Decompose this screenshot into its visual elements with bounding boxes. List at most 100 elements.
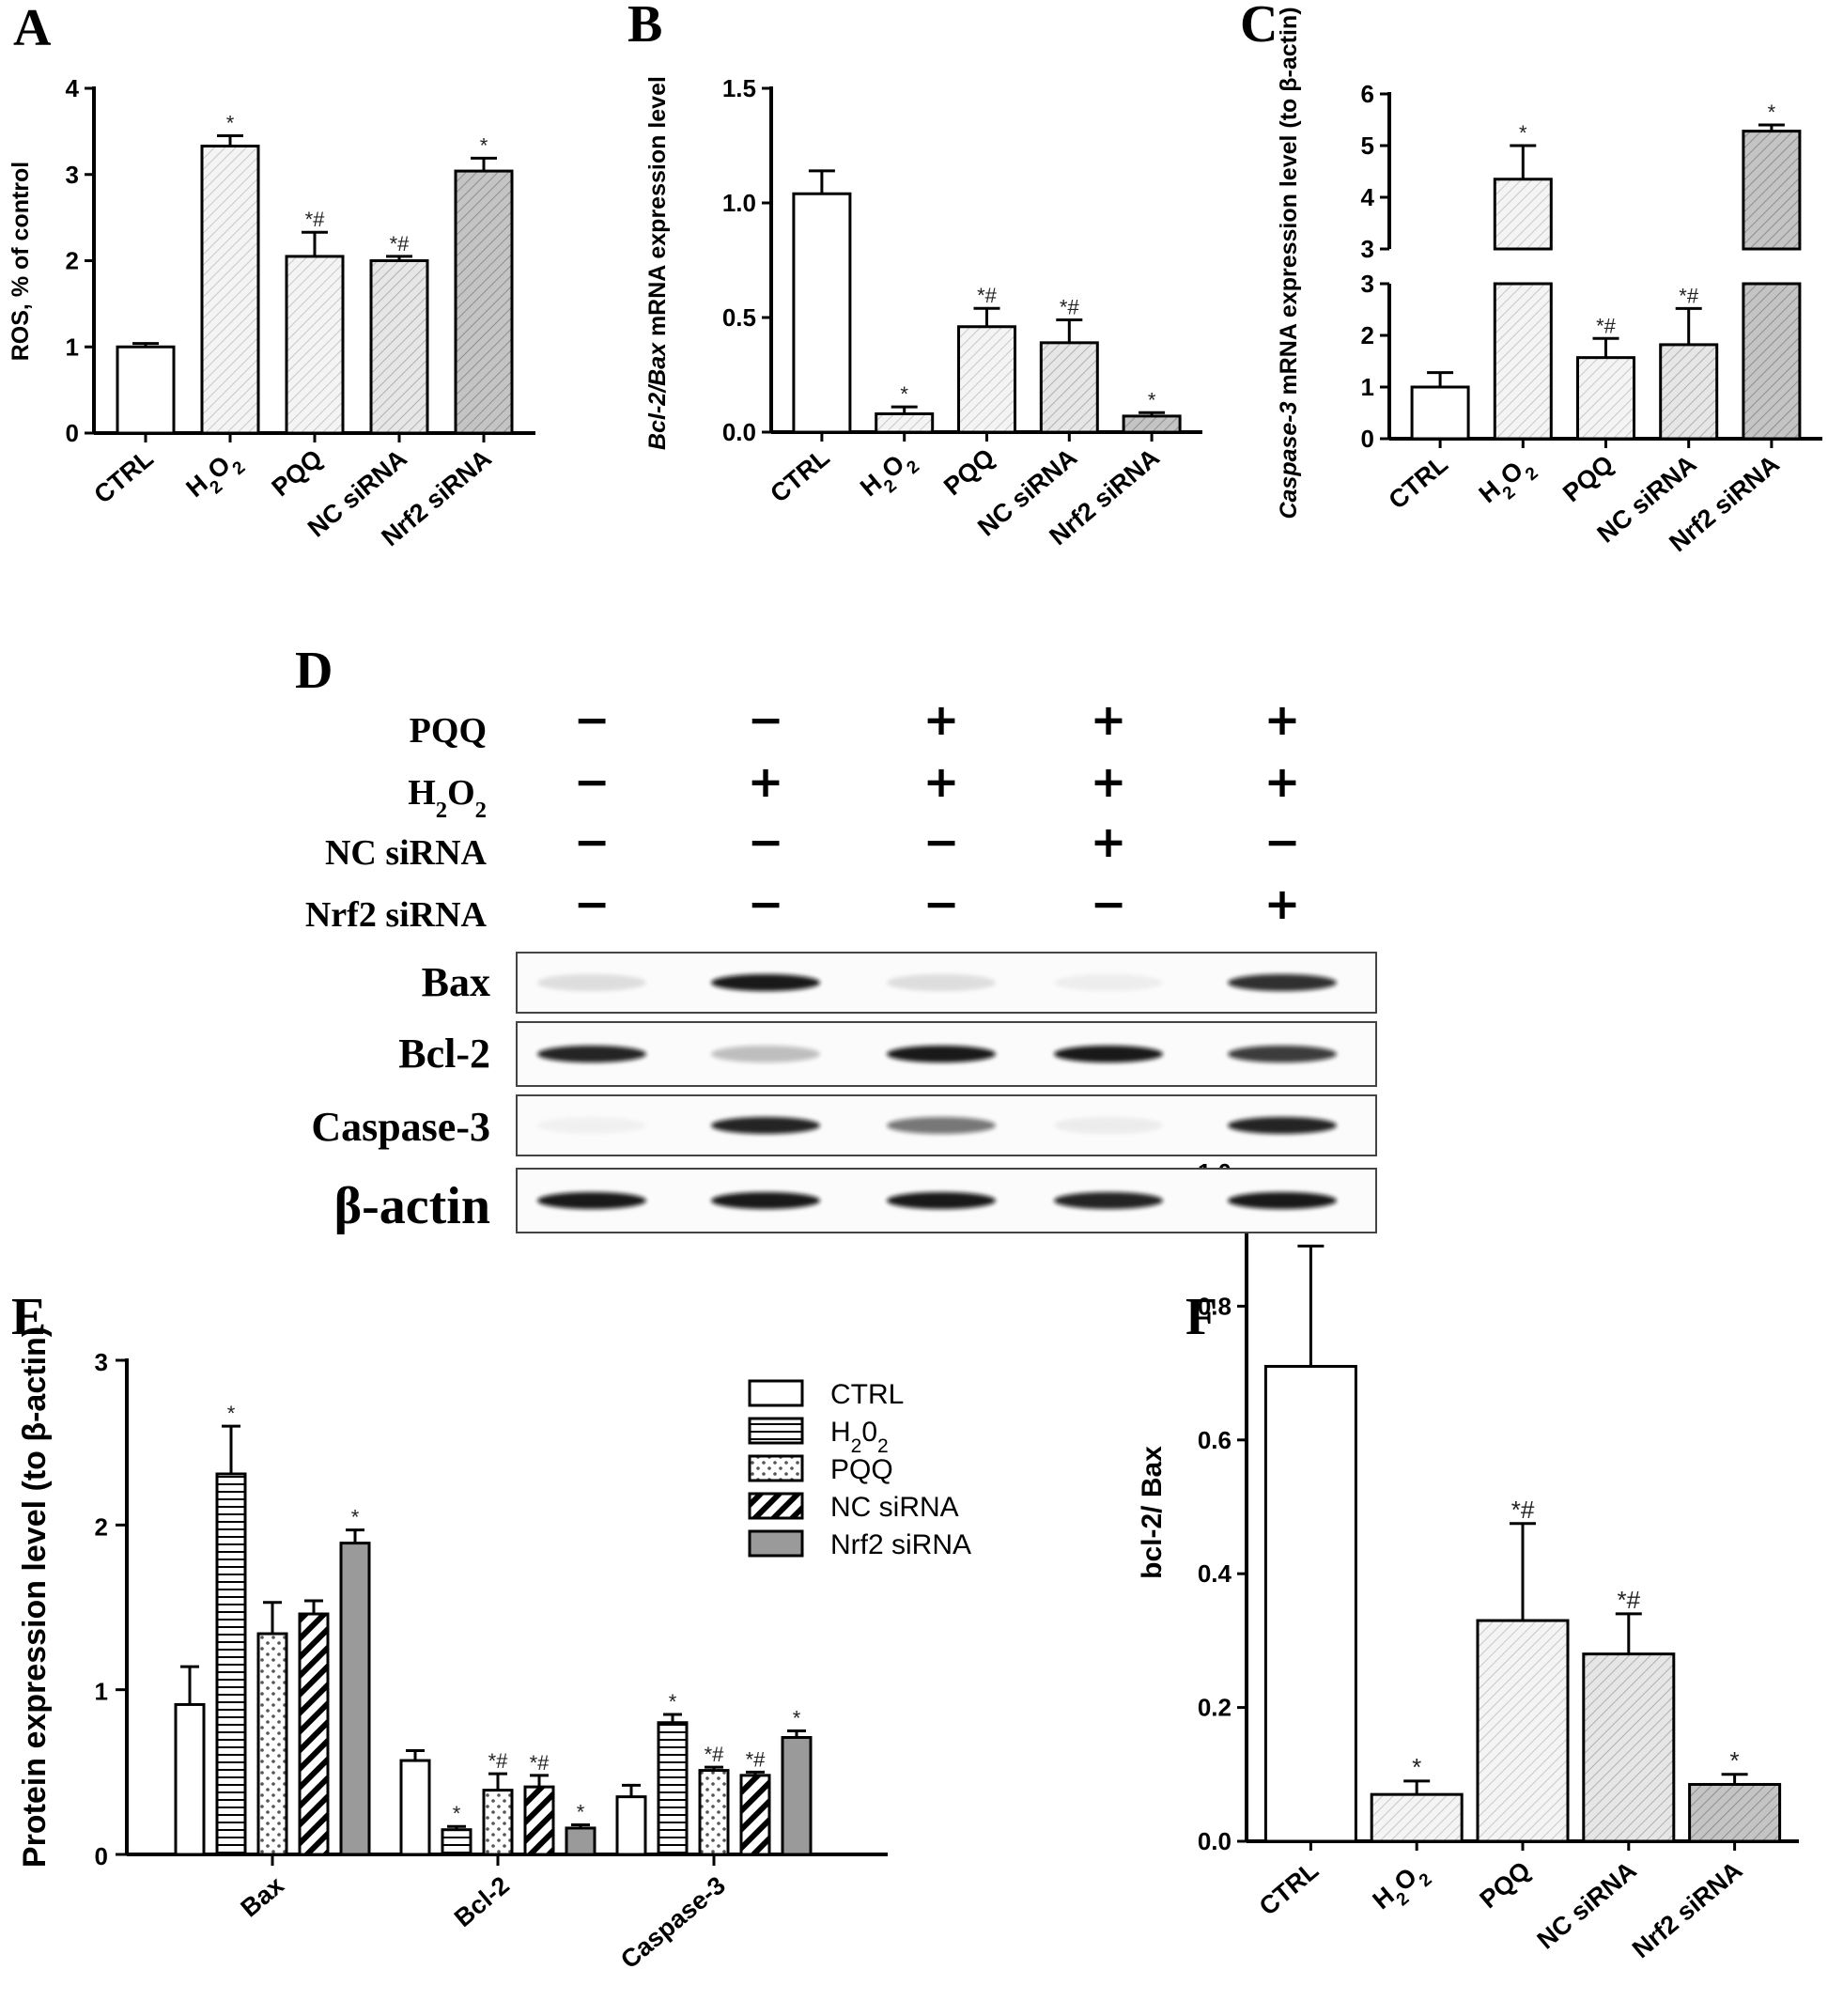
- bar-0: [792, 192, 852, 434]
- y-axis-title-gene: Bcl-2/Bax: [644, 336, 671, 450]
- bar-1-lower: [1493, 282, 1553, 441]
- y-axis-title: Caspase-3 mRNA expression level (to β-ac…: [1276, 7, 1302, 519]
- y-tick-label: 2: [95, 1512, 108, 1541]
- bar-3: [1582, 1652, 1676, 1843]
- significance-mark: *: [480, 133, 488, 157]
- significance-mark: *#: [1060, 295, 1080, 318]
- treatment-label: NC siRNA: [325, 833, 488, 873]
- band-3: [1054, 1192, 1163, 1209]
- minus-sign: −: [574, 816, 611, 867]
- plus-sign: +: [923, 694, 960, 745]
- y-tick-label: 0.6: [1198, 1426, 1232, 1454]
- y-tick-label: 3: [95, 1348, 108, 1376]
- band-0: [537, 1046, 646, 1062]
- panel-letter-d: D: [295, 642, 333, 700]
- legend-swatch: [748, 1492, 804, 1520]
- bar-Bcl-2-H202: [441, 1828, 472, 1856]
- bar-Bcl-2-PQQ: [482, 1789, 514, 1856]
- treatment-label: H2O2: [408, 773, 487, 823]
- bar-Bcl-2-CTRL: [399, 1759, 431, 1856]
- significance-mark: *#: [488, 1749, 509, 1773]
- significance-mark: *: [900, 382, 908, 406]
- band-1: [711, 1046, 820, 1062]
- plus-sign: +: [1091, 694, 1127, 745]
- significance-mark: *#: [1618, 1586, 1641, 1614]
- category-label: CTRL: [88, 444, 158, 509]
- bar-1: [1370, 1792, 1464, 1843]
- bar-Bax-CTRL: [174, 1702, 206, 1856]
- significance-mark: *#: [746, 1747, 767, 1771]
- significance-mark: *#: [705, 1743, 725, 1766]
- band-4: [1228, 1117, 1337, 1134]
- y-axis-title: ROS, % of control: [8, 162, 34, 362]
- minus-sign: −: [574, 694, 611, 745]
- category-label: H2O2: [180, 444, 249, 510]
- significance-mark: *#: [305, 208, 326, 231]
- y-tick-label: 2: [1361, 321, 1374, 349]
- band-3: [1054, 974, 1163, 991]
- band-0: [537, 1192, 646, 1209]
- legend-swatch: [748, 1529, 804, 1558]
- bar-1: [875, 411, 935, 434]
- category-label: H2O2: [855, 443, 923, 509]
- plus-sign: +: [1091, 756, 1127, 807]
- category-label: PQQ: [1557, 450, 1619, 508]
- band-1: [711, 1192, 820, 1209]
- category-label: PQQ: [1475, 1856, 1536, 1915]
- legend-swatch: [748, 1379, 804, 1407]
- significance-mark: *: [1768, 101, 1776, 124]
- category-label: H2O2: [1368, 1856, 1436, 1922]
- treatment-label: Nrf2 siRNA: [305, 895, 488, 935]
- band-1: [711, 1117, 820, 1134]
- legend-label: CTRL: [830, 1379, 904, 1410]
- bar-1: [200, 144, 260, 435]
- band-label: Bax: [422, 959, 490, 1005]
- plus-sign: +: [1264, 694, 1301, 745]
- y-axis-title-gene: Caspase-3: [1276, 395, 1302, 520]
- band-3: [1054, 1046, 1163, 1062]
- y-tick-label: 0.4: [1198, 1559, 1232, 1588]
- panel-letter-e: E: [11, 1288, 46, 1346]
- plus-sign: +: [1264, 878, 1301, 929]
- y-tick-label: 1: [1361, 373, 1374, 401]
- western-blot-d: PQQ − − + + + H2O2 − + + + + NC siRNA − − − + − Nrf2 siRNA…: [305, 694, 1377, 1235]
- bar-2: [1576, 356, 1635, 441]
- y-tick-label: 0.5: [722, 303, 756, 332]
- y-tick-label: 5: [1361, 132, 1374, 160]
- band-0: [537, 974, 646, 991]
- bar-2: [1476, 1619, 1570, 1843]
- minus-sign: −: [923, 878, 960, 929]
- y-tick-label: 0.0: [722, 418, 756, 446]
- significance-mark: *#: [1596, 314, 1617, 337]
- significance-mark: *: [453, 1802, 461, 1825]
- bar-Bax-H202: [215, 1472, 247, 1856]
- y-tick-label: 3: [66, 161, 79, 189]
- bar-4: [454, 169, 514, 435]
- y-tick-label: 0: [66, 419, 79, 447]
- significance-mark: *#: [1679, 284, 1699, 307]
- significance-mark: *#: [977, 284, 998, 307]
- bar-Bcl-2-Nrf2 siRNA: [565, 1826, 596, 1856]
- legend-swatch: [748, 1454, 804, 1482]
- treatment-label: PQQ: [410, 711, 487, 751]
- minus-sign: −: [748, 694, 784, 745]
- significance-mark: *: [227, 1402, 236, 1425]
- y-tick-label: 2: [66, 247, 79, 275]
- significance-mark: *: [226, 111, 235, 134]
- band-4: [1228, 1046, 1337, 1062]
- bar-Caspase-3-PQQ: [698, 1769, 730, 1856]
- band-4: [1228, 1192, 1337, 1209]
- bar-3: [1659, 343, 1719, 441]
- band-2: [887, 1046, 996, 1062]
- significance-mark: *#: [530, 1751, 550, 1775]
- legend-label: Nrf2 siRNA: [830, 1529, 971, 1560]
- band-2: [887, 1117, 996, 1134]
- legend-label: PQQ: [830, 1454, 893, 1485]
- y-tick-label: 1: [95, 1678, 108, 1706]
- category-label: CTRL: [1254, 1856, 1324, 1921]
